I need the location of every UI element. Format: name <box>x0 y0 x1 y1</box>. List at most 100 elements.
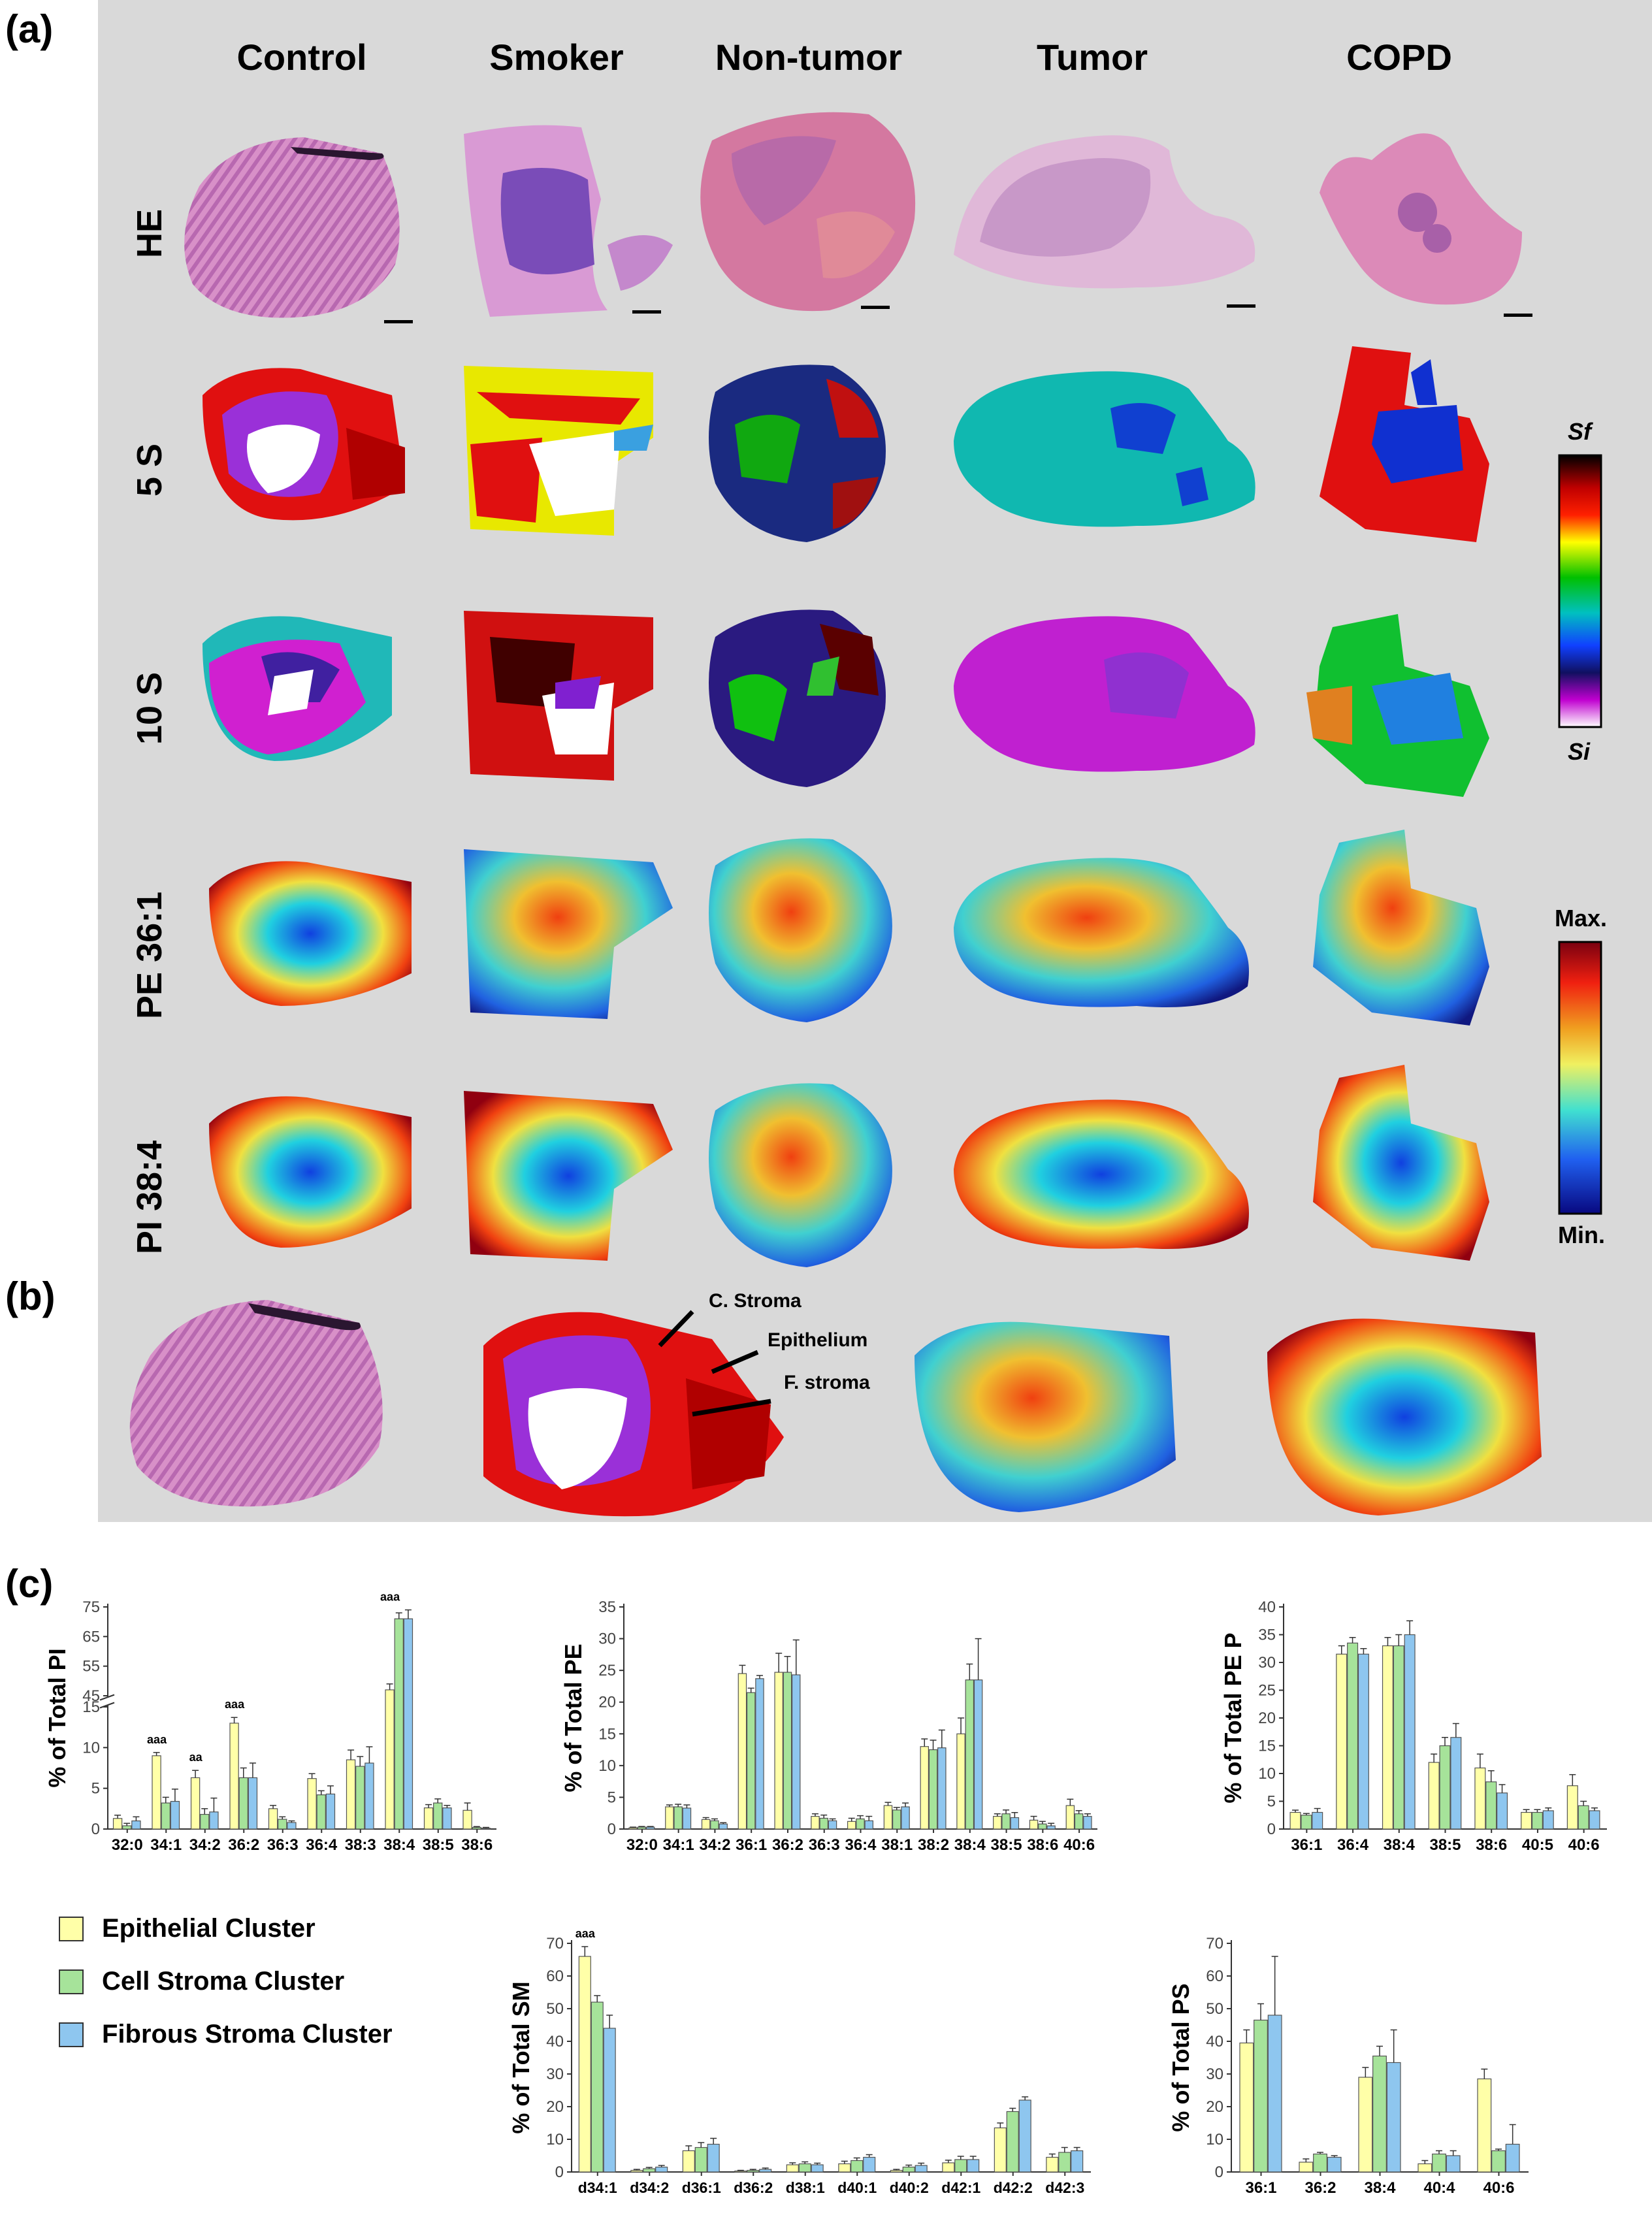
bar-36:1-2 <box>755 1678 764 1830</box>
bar-38:6-1 <box>1038 1823 1047 1830</box>
bar-d36:2-2 <box>759 2169 772 2173</box>
bar-36:4-0 <box>1336 1653 1348 1830</box>
pe361-image-smoker <box>464 849 673 1019</box>
bar-d42:1-0 <box>942 2162 955 2173</box>
y-axis-label: % of Total PE P <box>1222 1632 1246 1803</box>
axis-break-mark <box>99 1702 115 1709</box>
bar-d40:2-0 <box>890 2169 903 2173</box>
bar-36:4-1 <box>856 1818 865 1830</box>
he-image-control <box>184 137 400 318</box>
y-tick-label: 70 <box>546 1935 564 1952</box>
y-tick-label: 5 <box>1267 1793 1276 1811</box>
bar-34:1-0 <box>152 1755 161 1830</box>
x-tick-label: 34:2 <box>699 1836 730 1854</box>
y-tick-label: 30 <box>1258 1654 1276 1672</box>
chart-1-plot: 0 5 10 15 20 25 30 35 % of Total PE 32:0 34:1 34:2 3… <box>562 1598 1097 1854</box>
bar-36:4-1 <box>316 1794 326 1830</box>
bar-38:4-1 <box>965 1679 975 1830</box>
bar-36:4-2 <box>1357 1653 1369 1830</box>
bar-40:5-2 <box>1542 1810 1554 1830</box>
bar-38:4-2 <box>1386 2062 1401 2173</box>
chart-pi: 0 5 10 15 45 55 65 75 % of Total PI 32:0 34:1 34:2 3… <box>46 1594 503 1868</box>
bar-36:1-1 <box>1301 1815 1312 1830</box>
x-tick-label: d36:2 <box>734 2179 773 2196</box>
y-tick-label: 5 <box>607 1789 616 1806</box>
x-tick-label: 38:6 <box>1027 1836 1058 1854</box>
x-tick-label: d40:2 <box>890 2179 929 2196</box>
bar-34:2-0 <box>190 1777 201 1830</box>
seg5-image-non-tumor <box>709 364 886 542</box>
bar-36:3-2 <box>287 1822 297 1830</box>
bar-32:0-0 <box>628 1827 638 1830</box>
x-tick-label: 38:3 <box>345 1836 376 1854</box>
he-image-copd <box>1320 133 1522 305</box>
row-header-10s: 10 S <box>130 672 169 745</box>
x-tick-label: 36:1 <box>1245 2179 1276 2197</box>
y-tick-label: 25 <box>598 1662 616 1679</box>
seg5-image-smoker <box>464 366 653 536</box>
pi384-image-tumor <box>954 1099 1249 1249</box>
bar-d40:1-0 <box>838 2163 851 2173</box>
pe361-image-tumor <box>954 858 1249 1007</box>
bar-40:6-0 <box>1477 2078 1492 2173</box>
chart-sm: 0 10 20 30 40 50 60 70 % of Total SM d34:1 d34:2 d3… <box>510 1924 1097 2211</box>
bar-34:1-1 <box>161 1802 170 1830</box>
bar-34:1-2 <box>170 1801 180 1830</box>
bar-38:6-0 <box>462 1809 472 1830</box>
x-tick-label: 38:5 <box>1429 1836 1461 1854</box>
y-axis-label: % of Total PE <box>562 1644 587 1792</box>
bar-34:2-1 <box>200 1813 210 1830</box>
bar-34:1-2 <box>682 1807 692 1830</box>
y-tick-label: 35 <box>598 1598 616 1616</box>
x-tick-label: 36:2 <box>772 1836 803 1854</box>
x-tick-label: d40:1 <box>837 2179 877 2196</box>
bar-38:2-0 <box>920 1746 929 1830</box>
bar-40:6-1 <box>1074 1813 1084 1830</box>
row-header-pi384: PI 38:4 <box>130 1140 169 1254</box>
legend-label-fibrous-stroma: Fibrous Stroma Cluster <box>102 2020 393 2049</box>
panel-label-a: (a) <box>5 7 54 51</box>
bar-32:0-2 <box>131 1820 141 1830</box>
x-tick-label: d42:1 <box>941 2179 980 2196</box>
bar-40:4-2 <box>1446 2155 1461 2173</box>
bar-40:6-0 <box>1566 1785 1578 1830</box>
b-pe361-image <box>915 1321 1176 1512</box>
bar-36:2-1 <box>238 1777 248 1830</box>
pe361-image-control <box>209 861 412 1006</box>
x-tick-label: 36:2 <box>1304 2179 1336 2197</box>
x-tick-label: 34:1 <box>663 1836 694 1854</box>
bar-38:4-1 <box>1393 1645 1404 1830</box>
y-tick-label: 0 <box>91 1821 100 1838</box>
bar-d40:1-2 <box>863 2156 876 2173</box>
y-tick-label: 0 <box>1267 1821 1276 1838</box>
seg5-image-control <box>202 368 405 521</box>
y-tick-label: 10 <box>82 1739 100 1757</box>
bar-36:1-1 <box>1254 2019 1268 2173</box>
bar-d36:2-0 <box>734 2170 747 2173</box>
bar-d34:2-0 <box>630 2169 643 2173</box>
column-header-control: Control <box>236 37 367 78</box>
y-axis-label: % of Total PS <box>1169 1983 1194 2131</box>
x-tick-label: d34:1 <box>578 2179 617 2196</box>
scale-bar-tumor <box>1227 304 1255 308</box>
x-tick-label: 32:0 <box>112 1836 143 1854</box>
b-segmentation-image <box>483 1310 784 1517</box>
bar-d36:1-1 <box>694 2146 707 2173</box>
x-tick-label: 38:6 <box>1476 1836 1507 1854</box>
x-tick-label: 36:4 <box>306 1836 338 1854</box>
bar-34:2-2 <box>209 1811 219 1830</box>
bar-d42:2-2 <box>1018 2099 1031 2173</box>
x-tick-label: d36:1 <box>682 2179 721 2196</box>
bar-d38:1-0 <box>786 2164 799 2173</box>
x-tick-label: 36:3 <box>267 1836 299 1854</box>
bar-38:5-2 <box>1010 1817 1020 1830</box>
row-header-5s: 5 S <box>130 443 169 496</box>
bar-d36:1-2 <box>707 2143 720 2173</box>
panel-label-c: (c) <box>5 1562 54 1606</box>
x-tick-label: 36:1 <box>1291 1836 1322 1854</box>
bar-32:0-2 <box>645 1826 655 1830</box>
bar-36:2-2 <box>248 1777 258 1830</box>
pi384-image-non-tumor <box>709 1083 892 1267</box>
seg-colorbar-top-label: Sf <box>1568 418 1591 445</box>
